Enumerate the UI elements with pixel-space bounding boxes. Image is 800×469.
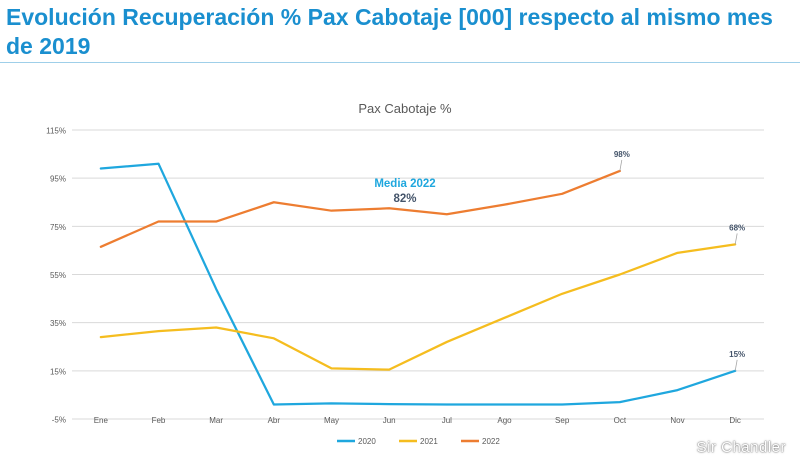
y-tick-label: 15%: [50, 367, 66, 376]
data-point-2022: [330, 209, 333, 212]
x-tick-label: Abr: [268, 416, 281, 425]
data-point-2020: [215, 288, 217, 290]
series-lines: [99, 162, 737, 406]
y-tick-label: 95%: [50, 175, 66, 184]
series-line-2020: [99, 162, 737, 406]
data-point-2022: [273, 201, 275, 204]
legend: 2020 2021 2022: [337, 437, 500, 446]
series-line-2022: [99, 169, 621, 248]
x-tick-label: Oct: [614, 416, 627, 425]
data-label-leader: [734, 359, 738, 371]
data-point-2021: [157, 330, 160, 332]
data-point-2020: [388, 403, 390, 405]
data-point-2020: [561, 403, 563, 406]
data-labels: 15% 68% 98%: [614, 150, 745, 371]
data-point-2022: [561, 193, 563, 195]
data-label-2022: 98%: [614, 150, 630, 159]
data-point-2020: [157, 162, 160, 165]
x-tick-label: Nov: [670, 416, 684, 425]
data-point-2020: [619, 401, 621, 403]
data-point-2021: [273, 337, 275, 340]
data-point-2021: [330, 367, 333, 370]
mean-annotation: Media 2022 82%: [374, 178, 435, 205]
x-axis-ticks: Ene Feb Mar Abr May Jun Jul Ago Sep Oct Nov Dic: [94, 416, 741, 425]
x-tick-label: Feb: [152, 416, 166, 425]
data-point-2021: [503, 317, 506, 319]
data-point-2021: [446, 341, 448, 343]
data-point-2020: [100, 167, 102, 170]
series-line-2021: [99, 243, 737, 371]
data-point-2022: [388, 207, 390, 210]
annotation-label: Media 2022: [374, 178, 435, 190]
data-point-2022: [215, 220, 217, 223]
x-tick-label: Jul: [442, 416, 452, 425]
x-tick-label: Mar: [209, 416, 223, 425]
x-tick-label: May: [324, 416, 339, 425]
data-point-2022: [157, 220, 160, 223]
y-tick-label: 55%: [50, 271, 66, 280]
y-tick-label: 75%: [50, 223, 66, 232]
data-point-2021: [388, 368, 390, 371]
data-point-2020: [676, 389, 679, 391]
chart-title: Pax Cabotaje %: [358, 101, 452, 116]
data-label-2021: 68%: [729, 223, 745, 232]
data-point-2020: [330, 402, 333, 405]
watermark-text: Sir Chandler: [696, 439, 786, 456]
x-tick-label: Ago: [497, 416, 512, 425]
legend-label-2022: 2022: [482, 437, 500, 446]
data-point-2022: [446, 213, 448, 216]
data-point-2021: [100, 336, 102, 338]
legend-label-2020: 2020: [358, 437, 376, 446]
annotation-value: 82%: [393, 193, 416, 205]
data-point-2021: [676, 252, 679, 254]
data-label-leader: [619, 159, 623, 172]
y-tick-label: -5%: [52, 416, 66, 425]
y-tick-label: 35%: [50, 319, 66, 328]
data-point-2022: [503, 203, 506, 206]
title-divider: [0, 62, 800, 63]
data-point-2020: [446, 403, 448, 406]
legend-label-2021: 2021: [420, 437, 438, 446]
data-point-2021: [619, 273, 621, 276]
data-point-2020: [503, 403, 506, 406]
x-tick-label: Ene: [94, 416, 109, 425]
y-tick-label: 115%: [46, 127, 66, 136]
data-label-2020: 15%: [729, 350, 745, 359]
data-point-2022: [100, 246, 102, 248]
x-tick-label: Dic: [729, 416, 741, 425]
data-point-2020: [273, 403, 275, 406]
page-title: Evolución Recuperación % Pax Cabotaje [0…: [6, 4, 773, 59]
y-axis-ticks: -5% 15% 35% 55% 75% 95% 115%: [46, 127, 66, 425]
x-tick-label: Sep: [555, 416, 570, 425]
data-point-2021: [561, 292, 563, 295]
grid-lines: [72, 129, 764, 420]
x-tick-label: Jun: [383, 416, 396, 425]
data-label-leader: [734, 233, 738, 245]
data-point-2021: [215, 326, 217, 329]
